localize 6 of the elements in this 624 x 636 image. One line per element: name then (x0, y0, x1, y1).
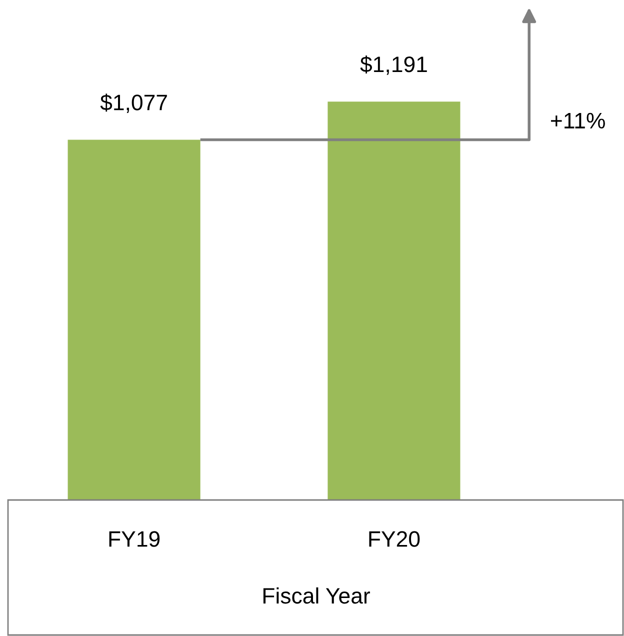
data-label: $1,077 (100, 94, 167, 113)
data-label: $1,191 (360, 56, 427, 75)
x-tick-label: FY20 (369, 531, 420, 547)
x-tick-label: FY19 (109, 531, 160, 547)
x-axis-title: Fiscal Year (263, 587, 370, 604)
annotation: +11% (551, 112, 605, 128)
